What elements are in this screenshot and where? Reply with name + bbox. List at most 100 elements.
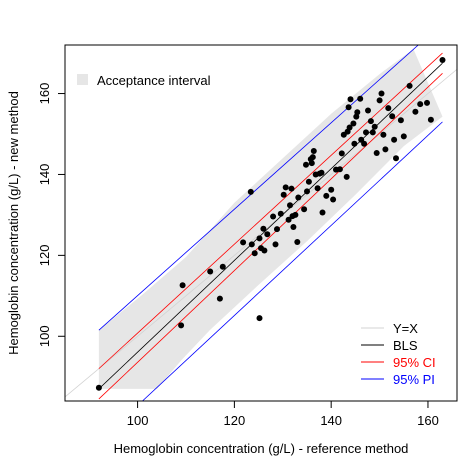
y-tick-label: 120 — [37, 245, 52, 267]
data-point — [424, 99, 430, 106]
legend-lines: Y=X BLS 95% CI 95% PI — [361, 321, 436, 387]
y-axis-label: Hemoglobin concentration (g/L) - new met… — [6, 91, 21, 355]
data-point — [295, 194, 302, 201]
data-point — [179, 282, 186, 289]
data-point — [343, 173, 350, 180]
data-point — [393, 155, 399, 162]
data-point — [292, 211, 299, 218]
data-point — [285, 216, 292, 223]
data-point — [427, 116, 434, 123]
data-point — [294, 239, 301, 245]
data-point — [314, 185, 321, 192]
data-point — [272, 241, 279, 248]
data-point — [309, 154, 316, 161]
data-point — [338, 150, 345, 157]
data-point — [95, 384, 102, 391]
data-point — [357, 95, 364, 102]
x-tick-label: 120 — [224, 413, 246, 428]
data-point — [328, 186, 335, 193]
data-point — [373, 150, 380, 156]
ci-upper-line — [98, 52, 443, 369]
legend-acceptance-swatch — [77, 74, 88, 85]
x-tick-label: 100 — [127, 413, 149, 428]
y-tick-label: 100 — [37, 325, 52, 347]
data-point — [336, 166, 343, 173]
legend-label-y-x: Y=X — [393, 321, 418, 336]
data-point — [371, 123, 378, 130]
data-point — [397, 117, 404, 124]
x-axis: 100 120 140 160 — [127, 400, 439, 428]
data-point — [318, 169, 325, 176]
data-point — [346, 124, 353, 131]
plot-area — [65, 45, 457, 401]
data-point — [240, 239, 247, 246]
data-point — [304, 188, 310, 195]
acceptance-interval-band — [98, 49, 443, 389]
legend-label-95-ci: 95% CI — [393, 355, 436, 370]
x-tick-label: 140 — [320, 413, 342, 428]
data-point — [361, 140, 368, 147]
data-point — [389, 113, 396, 120]
data-point — [330, 196, 337, 203]
data-point — [347, 96, 354, 103]
data-point — [251, 250, 258, 257]
data-point — [290, 224, 297, 230]
data-point — [260, 225, 267, 232]
data-point — [378, 90, 385, 97]
data-point — [351, 140, 358, 147]
legend-label-95-pi: 95% PI — [393, 372, 435, 387]
data-point — [248, 241, 255, 248]
data-point — [301, 206, 308, 213]
data-point — [280, 191, 287, 198]
bls-line — [98, 62, 443, 390]
y-tick-label: 140 — [37, 164, 52, 186]
data-point — [277, 210, 284, 217]
data-point — [380, 131, 387, 138]
legend-label-bls: BLS — [393, 338, 418, 353]
data-point — [282, 184, 289, 191]
data-point — [207, 268, 214, 275]
legend-acceptance: Acceptance interval — [77, 73, 211, 88]
legend-acceptance-label: Acceptance interval — [97, 73, 211, 88]
data-point — [303, 161, 309, 168]
data-point — [417, 101, 424, 108]
regression-lines — [65, 45, 457, 401]
data-point — [367, 118, 374, 125]
data-point — [288, 185, 295, 192]
data-point — [305, 178, 312, 185]
y-tick-label: 160 — [37, 83, 52, 105]
data-point — [439, 57, 446, 63]
data-point — [310, 148, 317, 154]
y-axis: 100 120 140 160 — [37, 83, 66, 347]
data-point — [256, 235, 263, 242]
data-point — [247, 188, 254, 195]
data-point — [274, 226, 280, 233]
data-point — [323, 192, 330, 199]
data-point — [264, 231, 271, 238]
identity-line — [65, 68, 457, 398]
data-point — [216, 295, 223, 302]
data-point — [365, 107, 371, 114]
data-point — [261, 247, 268, 254]
ci-lower-line — [98, 73, 443, 400]
data-point — [369, 129, 376, 136]
data-point — [412, 108, 419, 115]
pi-lower-line — [142, 121, 443, 401]
data-point — [354, 109, 361, 116]
data-point — [385, 105, 392, 112]
data-point — [270, 213, 277, 220]
pi-upper-line — [98, 45, 419, 331]
data-point — [400, 133, 407, 140]
data-point — [219, 263, 226, 270]
data-point — [382, 146, 389, 153]
data-point — [345, 104, 352, 111]
data-point — [308, 160, 315, 167]
x-axis-label: Hemoglobin concentration (g/L) - referen… — [114, 441, 409, 456]
data-point — [391, 136, 398, 143]
data-points — [95, 57, 446, 391]
data-point — [178, 322, 185, 329]
data-point — [287, 202, 293, 209]
data-point — [363, 129, 369, 136]
x-tick-label: 160 — [417, 413, 439, 428]
